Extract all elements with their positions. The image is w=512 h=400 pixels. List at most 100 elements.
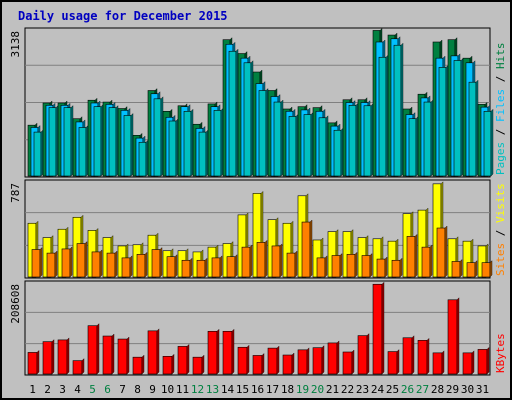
pages-bar: [123, 115, 132, 177]
sites-bar-side: [189, 257, 193, 278]
legend-separator: /: [494, 122, 507, 142]
kbytes-bar: [312, 347, 323, 375]
kbytes-bar-side: [336, 340, 340, 375]
pages-bar: [318, 117, 327, 177]
kbytes-bar-side: [456, 297, 460, 375]
sites-bar: [226, 256, 236, 278]
kbytes-bar: [327, 342, 338, 375]
sites-bar: [91, 251, 101, 278]
kbytes-bar-side: [231, 328, 235, 375]
legend-separator: /: [494, 223, 507, 243]
sites-bar-side: [474, 260, 478, 278]
pages-bar: [48, 107, 57, 177]
kbytes-bar: [252, 355, 263, 375]
sites-bar-side: [309, 219, 313, 278]
pages-bar-side: [85, 124, 89, 177]
day-label: 3: [59, 383, 66, 396]
kbytes-bar: [42, 341, 53, 375]
day-label: 30: [461, 383, 474, 396]
sites-bar-side: [354, 251, 358, 278]
sites-bar-side: [84, 241, 88, 278]
kbytes-bar-side: [471, 350, 475, 375]
sites-bar: [136, 254, 146, 278]
day-label: 8: [134, 383, 141, 396]
pages-bar: [243, 62, 252, 177]
day-label: 13: [206, 383, 219, 396]
sites-bar: [376, 258, 386, 278]
sites-bar: [211, 257, 221, 278]
sites-bar-side: [39, 247, 43, 278]
sites-bar: [331, 255, 341, 278]
day-label: 12: [191, 383, 204, 396]
kbytes-bar: [297, 349, 308, 375]
legend-files: Files: [494, 89, 507, 122]
kbytes-bar: [72, 360, 83, 375]
day-label: 2: [44, 383, 51, 396]
pages-bar-side: [250, 60, 254, 177]
pages-bar: [93, 106, 102, 177]
sites-bar: [286, 252, 296, 278]
pages-bar: [408, 118, 417, 177]
kbytes-bar-side: [426, 337, 430, 375]
sites-bar-side: [489, 260, 493, 278]
kbytes-bar-side: [126, 336, 130, 375]
sites-bar-side: [219, 255, 223, 278]
pages-bar: [78, 127, 87, 177]
kbytes-bar: [192, 356, 203, 375]
kbytes-bar-side: [216, 328, 220, 375]
kbytes-bar: [462, 352, 473, 375]
day-label: 17: [266, 383, 279, 396]
day-label: 4: [74, 383, 81, 396]
day-label: 7: [119, 383, 126, 396]
kbytes-bar: [102, 335, 113, 375]
sites-bar-side: [249, 244, 253, 278]
day-label: 15: [236, 383, 249, 396]
kbytes-bar-side: [201, 354, 205, 375]
kbytes-bar: [147, 330, 158, 375]
sites-bar: [391, 259, 401, 278]
pages-bar-side: [205, 129, 209, 177]
sites-bar-side: [144, 251, 148, 278]
sites-bar: [46, 252, 56, 278]
kbytes-bar-side: [366, 333, 370, 375]
kbytes-bar: [57, 339, 68, 375]
kbytes-bar-side: [156, 328, 160, 375]
sites-bar: [151, 249, 161, 278]
pages-bar: [273, 101, 282, 177]
sites-bar: [421, 246, 431, 278]
sites-bar: [76, 243, 86, 278]
pages-bar: [468, 81, 477, 177]
kbytes-bar-side: [276, 345, 280, 375]
day-label: 21: [326, 383, 339, 396]
kbytes-bar-side: [291, 352, 295, 375]
kbytes-bar: [282, 354, 293, 375]
sites-bar: [346, 254, 356, 278]
pages-bar-side: [130, 112, 134, 177]
sites-bar: [436, 227, 446, 278]
legend-pages: Pages: [494, 142, 507, 175]
panel-1: 3138 Pages / Files / Hits: [9, 27, 507, 178]
kbytes-bar: [342, 351, 353, 375]
pages-bar: [363, 105, 372, 177]
y-max-label: 787: [9, 183, 22, 203]
sites-bar: [466, 262, 476, 278]
kbytes-bar: [177, 346, 188, 375]
kbytes-bar-side: [66, 337, 70, 375]
pages-bar: [258, 90, 267, 177]
sites-bar-side: [69, 246, 73, 278]
sites-bar-side: [399, 257, 403, 278]
kbytes-bar-side: [486, 346, 490, 375]
day-label: 5: [89, 383, 96, 396]
day-label: 23: [356, 383, 369, 396]
pages-bar-side: [70, 105, 74, 177]
sites-bar-side: [384, 256, 388, 278]
kbytes-bar: [447, 299, 458, 375]
pages-bar-side: [220, 107, 224, 177]
day-label: 16: [251, 383, 264, 396]
pages-bar: [288, 116, 297, 177]
legend-sites: Sites: [494, 243, 507, 276]
day-label: 14: [221, 383, 235, 396]
kbytes-bar-side: [261, 352, 265, 375]
kbytes-bar-side: [111, 333, 115, 375]
